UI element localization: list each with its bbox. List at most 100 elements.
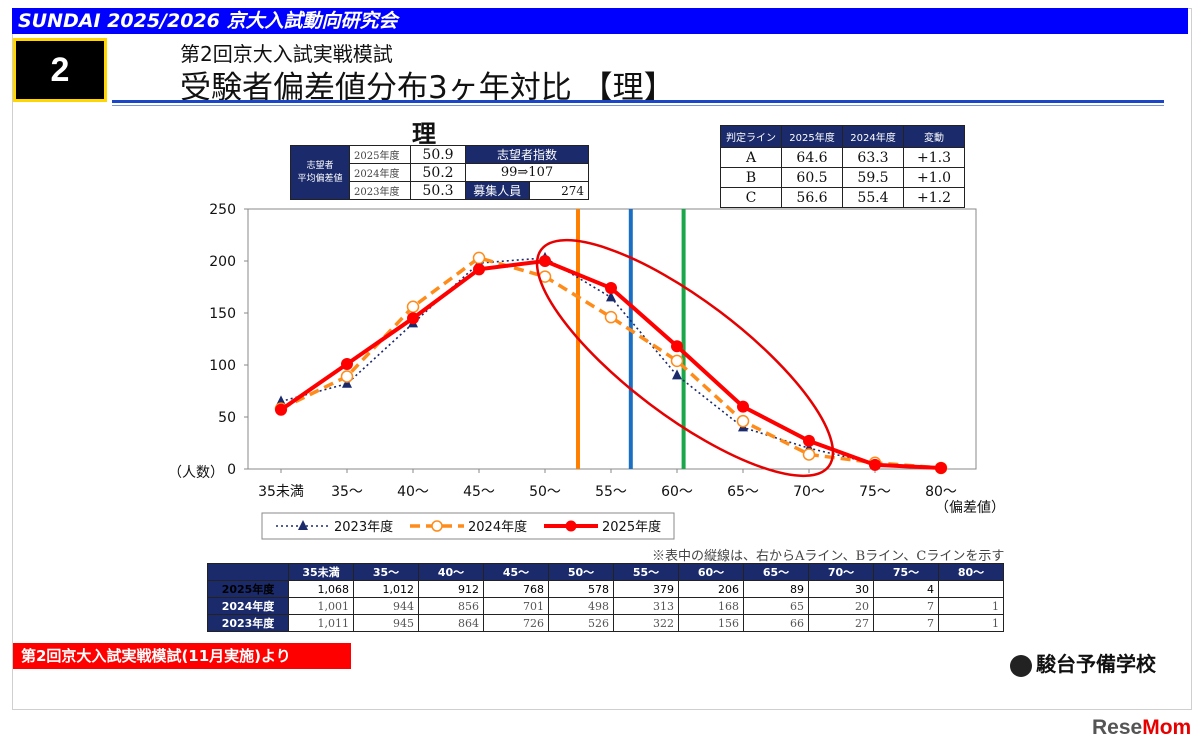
x-tick-label: 60～	[661, 484, 693, 500]
legend-box	[261, 512, 675, 540]
count-cell: 206	[678, 580, 744, 598]
count-cell: 7	[873, 614, 939, 632]
logo-text: 駿台予備学校	[1036, 652, 1156, 676]
title-rule-thin	[112, 105, 1164, 106]
data-point	[473, 263, 485, 276]
row-label: 2024年度	[207, 597, 289, 615]
count-cell: 1,001	[288, 597, 354, 615]
count-cell: 7	[873, 597, 939, 615]
data-point	[341, 357, 353, 370]
data-point	[672, 369, 682, 380]
index-value: 99⇒107	[465, 163, 589, 182]
data-point	[605, 282, 617, 295]
judge-cell: 55.4	[842, 187, 904, 208]
count-header: 50～	[548, 563, 614, 581]
count-cell: 498	[548, 597, 614, 615]
watermark-part2: Mom	[1142, 716, 1192, 739]
x-tick-label: 55～	[595, 484, 627, 500]
table-row: 2023年度 1,011 945 864 726 526 322 156 66 …	[207, 614, 1004, 632]
legend-label: 2025年度	[602, 519, 661, 535]
count-cell: 578	[548, 580, 614, 598]
plot-area	[247, 208, 977, 470]
x-tick-label: 35未満	[258, 484, 304, 500]
judge-cell: +1.0	[903, 167, 965, 188]
x-tick-label: 35～	[331, 484, 363, 500]
count-cell: 726	[483, 614, 549, 632]
data-point	[340, 370, 354, 383]
capacity-label: 募集人員	[465, 181, 530, 200]
highlight-ellipse	[535, 238, 835, 478]
count-header: 55～	[613, 563, 679, 581]
section-number: 2	[13, 38, 107, 102]
count-cell: 65	[743, 597, 809, 615]
data-point	[275, 403, 287, 416]
legend-label: 2024年度	[468, 519, 527, 535]
series-line	[280, 255, 942, 470]
legend-label: 2023年度	[334, 519, 393, 535]
x-tick-label: 80～	[925, 484, 957, 500]
source-label: 第2回京大入試実戦模試(11月実施)より	[13, 643, 351, 669]
count-header: 35未満	[288, 563, 354, 581]
count-cell: 1,012	[353, 580, 419, 598]
stats-table: 志望者 平均偏差値 2025年度 50.9 志望者指数 2024年度 50.2 …	[290, 145, 590, 200]
data-point	[472, 251, 486, 265]
legend-marker	[565, 520, 577, 532]
row-label: 2025年度	[207, 580, 289, 598]
count-cell: 945	[353, 614, 419, 632]
stats-value: 50.2	[410, 163, 466, 182]
count-header: 65～	[743, 563, 809, 581]
judge-header: 2025年度	[781, 125, 843, 148]
count-cell: 1	[938, 597, 1004, 615]
table-row: 2024年度 1,001 944 856 701 498 313 168 65 …	[207, 597, 1004, 615]
stats-row-label: 志望者 平均偏差値	[290, 145, 350, 200]
count-cell: 168	[678, 597, 744, 615]
count-header: 70～	[808, 563, 874, 581]
data-point	[803, 434, 815, 447]
banner: SUNDAI 2025/2026 京大入試動向研究会	[12, 8, 1188, 34]
data-point	[737, 400, 749, 413]
data-point	[407, 312, 419, 325]
table-row: 2025年度 1,068 1,012 912 768 578 379 206 8…	[207, 580, 1004, 598]
data-point	[604, 310, 618, 324]
legend-marker	[298, 520, 308, 530]
judge-table: 判定ライン 2025年度 2024年度 変動 A 64.6 63.3 +1.3 …	[720, 125, 965, 208]
count-cell: 1	[938, 614, 1004, 632]
count-cell: 768	[483, 580, 549, 598]
y-tick-label: 150	[209, 306, 236, 322]
data-point	[276, 395, 286, 406]
watermark-part1: Rese	[1092, 716, 1143, 739]
count-cell	[938, 580, 1004, 598]
count-cell: 1,068	[288, 580, 354, 598]
y-tick-label: 50	[218, 410, 236, 426]
data-point	[406, 300, 420, 314]
data-point	[539, 255, 551, 267]
x-tick-label: 75～	[859, 484, 891, 500]
data-point	[671, 340, 683, 353]
x-tick-label: 65～	[727, 484, 759, 500]
chart-title: 理	[412, 120, 436, 148]
count-cell: 1,011	[288, 614, 354, 632]
sundai-emblem-icon	[1010, 654, 1032, 677]
data-point	[935, 461, 947, 474]
data-point	[670, 354, 684, 368]
data-point	[869, 458, 881, 471]
count-header: 60～	[678, 563, 744, 581]
subtitle: 第2回京大入試実戦模試	[180, 42, 393, 66]
x-tick-label: 40～	[397, 484, 429, 500]
count-header: 45～	[483, 563, 549, 581]
judge-cell: +1.2	[903, 187, 965, 208]
y-tick-label: 0	[227, 462, 236, 478]
count-cell: 944	[353, 597, 419, 615]
sundai-logo: 駿台予備学校	[1010, 648, 1156, 677]
legend-marker	[431, 520, 443, 532]
title-rule	[112, 100, 1164, 103]
count-header: 75～	[873, 563, 939, 581]
count-table: 35未満 35～ 40～ 45～ 50～ 55～ 60～ 65～ 70～ 75～…	[207, 563, 1004, 632]
judge-cell: 56.6	[781, 187, 843, 208]
count-cell: 66	[743, 614, 809, 632]
x-tick-label: 70～	[793, 484, 825, 500]
count-header: 40～	[418, 563, 484, 581]
data-point	[342, 377, 352, 388]
count-header	[207, 563, 289, 581]
